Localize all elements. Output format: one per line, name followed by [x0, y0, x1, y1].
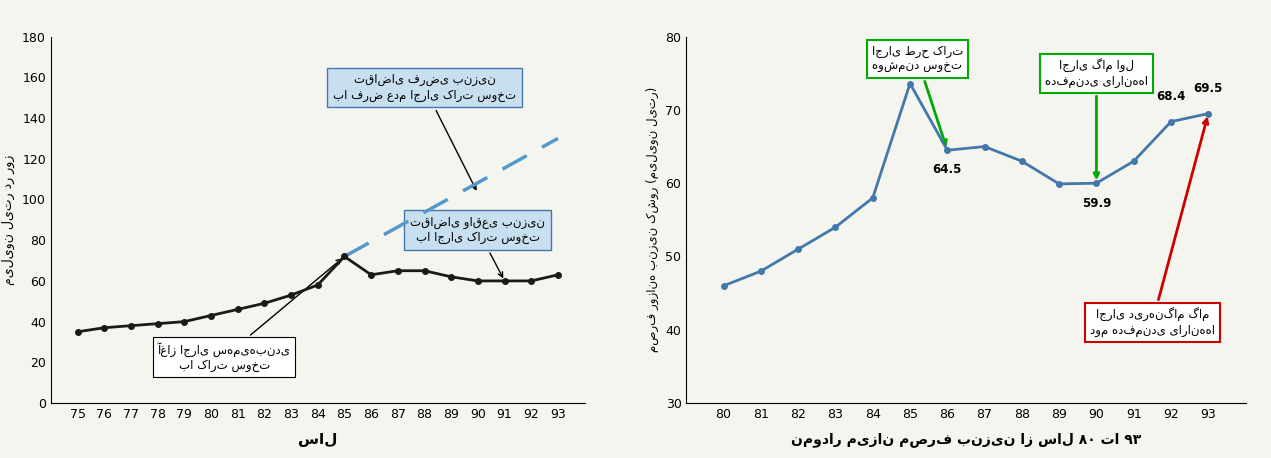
- Text: 68.4: 68.4: [1157, 90, 1186, 104]
- Text: اجرای دیرهنگام گام
دوم هدفمندی یارانه‌ها: اجرای دیرهنگام گام دوم هدفمندی یارانه‌ها: [1089, 119, 1215, 337]
- Text: 69.5: 69.5: [1193, 82, 1223, 95]
- Y-axis label: مصرف روزانه بنزین کشور (میلیون لیتر): مصرف روزانه بنزین کشور (میلیون لیتر): [646, 87, 658, 353]
- Text: تقاضای واقعی بنزین
با اجرای کارت سوخت: تقاضای واقعی بنزین با اجرای کارت سوخت: [411, 216, 545, 277]
- Text: 73.6: 73.6: [896, 52, 924, 65]
- Text: اجرای گام اول
هدفمندی یارانه‌ها: اجرای گام اول هدفمندی یارانه‌ها: [1045, 59, 1148, 177]
- Text: اجرای طرح کارت
هوشمند سوخت: اجرای طرح کارت هوشمند سوخت: [872, 45, 963, 145]
- Text: تقاضای فرضی بنزین
با فرض عدم اجرای کارت سوخت: تقاضای فرضی بنزین با فرض عدم اجرای کارت …: [333, 73, 516, 190]
- Text: 59.9: 59.9: [1082, 196, 1111, 210]
- X-axis label: سال: سال: [299, 432, 337, 447]
- X-axis label: نمودار میزان مصرف بنزین از سال ۸۰ تا ۹۳: نمودار میزان مصرف بنزین از سال ۸۰ تا ۹۳: [791, 432, 1141, 447]
- Text: آغاز اجرای سهمیه‌بندی
با کارت سوخت: آغاز اجرای سهمیه‌بندی با کارت سوخت: [158, 259, 341, 372]
- Text: 64.5: 64.5: [933, 163, 962, 176]
- Y-axis label: میلیون لیتر در روز: میلیون لیتر در روز: [3, 155, 15, 285]
